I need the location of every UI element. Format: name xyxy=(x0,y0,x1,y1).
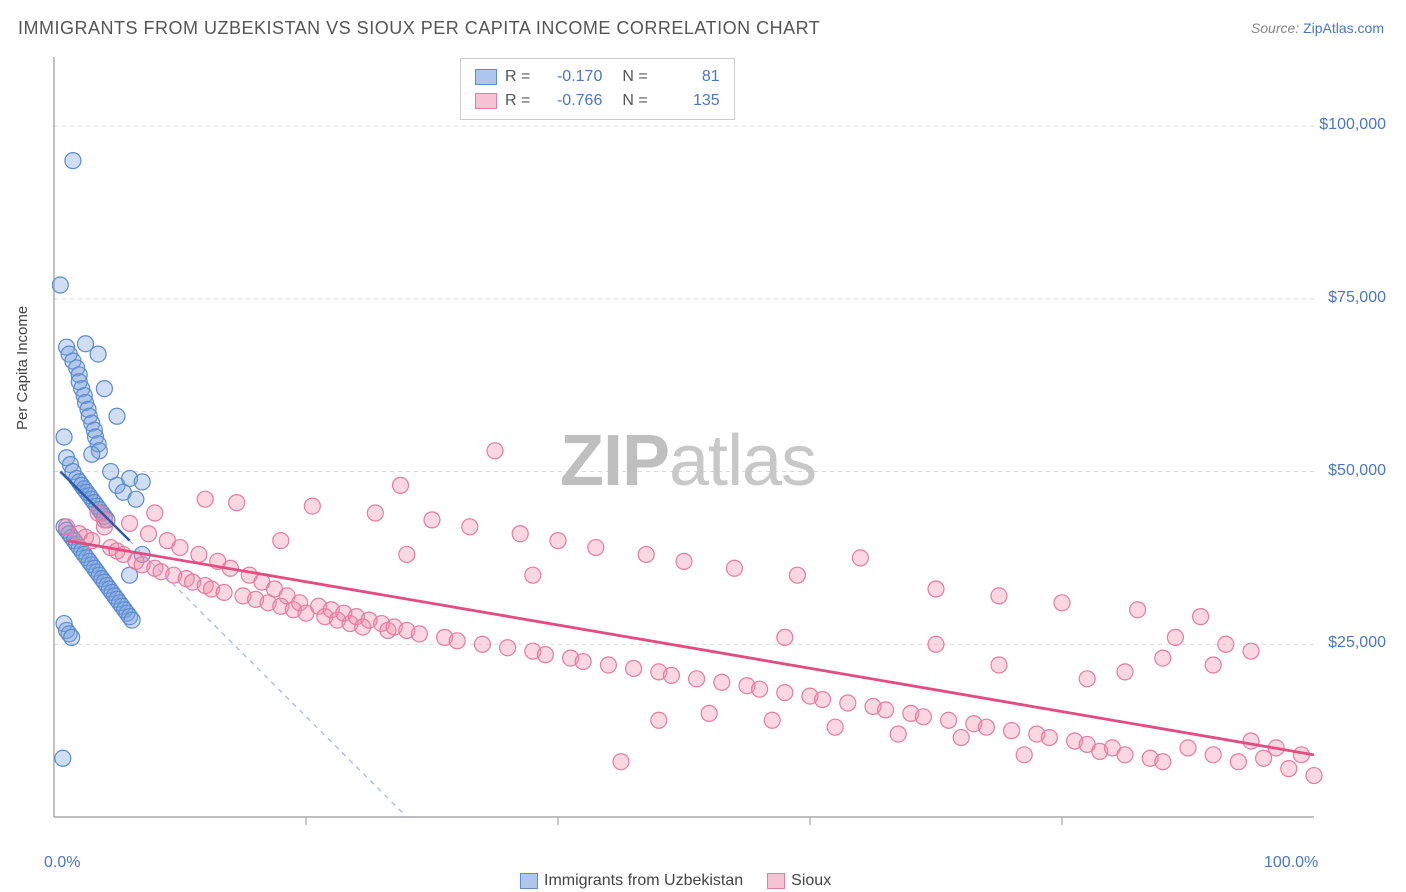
correlation-legend: R = -0.170 N = 81 R = -0.766 N = 135 xyxy=(460,58,735,120)
x-tick-label: 0.0% xyxy=(44,854,80,872)
legend-n-value: 135 xyxy=(660,92,720,110)
legend-row-uzbekistan: R = -0.170 N = 81 xyxy=(475,65,720,89)
legend-r-label: R = xyxy=(505,68,530,86)
legend-swatch xyxy=(475,69,497,85)
y-tick-label: $50,000 xyxy=(1328,462,1386,480)
y-axis-label: Per Capita Income xyxy=(14,306,31,430)
series-legend: Immigrants from Uzbekistan Sioux xyxy=(520,872,831,890)
legend-label: Sioux xyxy=(791,872,831,889)
y-tick-label: $100,000 xyxy=(1319,116,1386,134)
legend-r-value: -0.170 xyxy=(542,68,602,86)
legend-item-uzbekistan: Immigrants from Uzbekistan xyxy=(520,872,743,890)
legend-r-value: -0.766 xyxy=(542,92,602,110)
legend-n-label: N = xyxy=(622,92,647,110)
legend-n-label: N = xyxy=(622,68,647,86)
source-label: Source: xyxy=(1251,20,1299,36)
legend-label: Immigrants from Uzbekistan xyxy=(544,872,743,889)
legend-n-value: 81 xyxy=(660,68,720,86)
legend-r-label: R = xyxy=(505,92,530,110)
watermark: ZIPatlas xyxy=(560,420,816,502)
y-tick-label: $75,000 xyxy=(1328,289,1386,307)
legend-item-sioux: Sioux xyxy=(767,872,831,890)
y-tick-label: $25,000 xyxy=(1328,634,1386,652)
x-tick-label: 100.0% xyxy=(1264,854,1318,872)
legend-swatch xyxy=(520,873,538,889)
legend-row-sioux: R = -0.766 N = 135 xyxy=(475,89,720,113)
source-link[interactable]: ZipAtlas.com xyxy=(1303,20,1384,36)
legend-swatch xyxy=(475,93,497,109)
source-attribution: Source: ZipAtlas.com xyxy=(1251,20,1384,36)
chart-title: IMMIGRANTS FROM UZBEKISTAN VS SIOUX PER … xyxy=(18,18,820,39)
legend-swatch xyxy=(767,873,785,889)
